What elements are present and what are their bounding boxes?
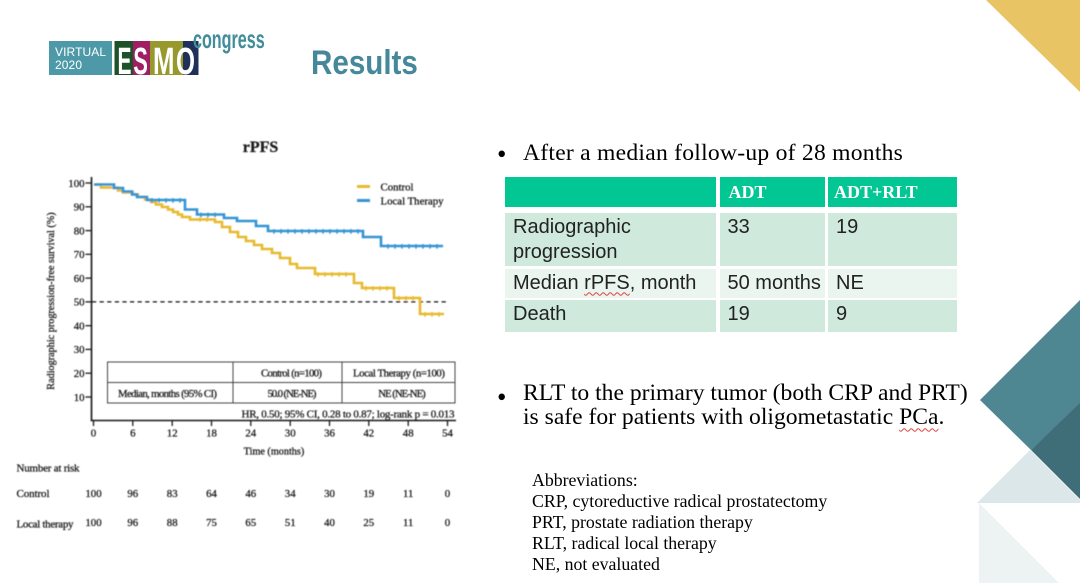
svg-text:48: 48	[403, 428, 414, 440]
svg-text:65: 65	[245, 517, 256, 529]
svg-text:11: 11	[403, 517, 413, 529]
svg-text:Local Therapy (n=100): Local Therapy (n=100)	[353, 367, 445, 379]
svg-text:40: 40	[324, 517, 335, 529]
svg-text:96: 96	[127, 517, 138, 529]
svg-text:Radiographic progression-free: Radiographic progression-free survival (…	[46, 212, 57, 389]
svg-text:20: 20	[74, 368, 85, 380]
svg-text:NE (NE-NE): NE (NE-NE)	[378, 388, 426, 400]
svg-text:100: 100	[85, 517, 101, 529]
svg-text:Local Therapy: Local Therapy	[381, 196, 445, 208]
svg-text:24: 24	[245, 428, 256, 440]
svg-text:70: 70	[74, 249, 85, 261]
svg-text:36: 36	[324, 428, 335, 440]
svg-text:75: 75	[206, 517, 217, 529]
svg-text:46: 46	[245, 488, 256, 500]
svg-text:Local therapy: Local therapy	[17, 518, 75, 530]
svg-text:54: 54	[442, 428, 453, 440]
svg-text:30: 30	[285, 428, 296, 440]
svg-text:Control (n=100): Control (n=100)	[261, 367, 322, 379]
svg-text:96: 96	[127, 488, 138, 500]
svg-text:M: M	[153, 41, 175, 81]
svg-text:42: 42	[363, 428, 374, 440]
svg-text:Control: Control	[17, 488, 50, 500]
svg-text:30: 30	[324, 488, 335, 500]
svg-text:12: 12	[167, 428, 178, 440]
svg-text:0: 0	[445, 517, 450, 529]
svg-text:10: 10	[74, 392, 85, 404]
svg-text:Time (months): Time (months)	[244, 447, 304, 458]
svg-text:0: 0	[91, 428, 96, 440]
svg-text:18: 18	[206, 428, 217, 440]
svg-text:90: 90	[74, 202, 85, 214]
svg-text:HR, 0.50; 95% CI, 0.28 to 0.87: HR, 0.50; 95% CI, 0.28 to 0.87; log-rank…	[242, 409, 456, 421]
svg-text:O: O	[176, 41, 195, 81]
svg-text:Control: Control	[381, 182, 414, 194]
svg-text:50: 50	[74, 297, 85, 309]
svg-text:rPFS: rPFS	[243, 139, 279, 156]
svg-text:Number at risk: Number at risk	[17, 463, 81, 475]
svg-text:6: 6	[130, 428, 136, 440]
svg-text:83: 83	[167, 488, 178, 500]
svg-text:30: 30	[74, 344, 85, 356]
svg-text:S: S	[133, 41, 148, 81]
svg-text:51: 51	[285, 517, 296, 529]
svg-text:E: E	[118, 41, 132, 81]
svg-text:50.0 (NE-NE): 50.0 (NE-NE)	[268, 388, 317, 400]
svg-text:19: 19	[363, 488, 374, 500]
svg-text:0: 0	[445, 488, 450, 500]
svg-text:11: 11	[403, 488, 413, 500]
svg-text:80: 80	[74, 225, 85, 237]
svg-text:88: 88	[167, 517, 178, 529]
svg-text:34: 34	[285, 488, 296, 500]
svg-text:60: 60	[74, 273, 85, 285]
svg-text:64: 64	[206, 488, 217, 500]
svg-text:40: 40	[74, 321, 85, 333]
svg-text:25: 25	[363, 517, 374, 529]
svg-text:100: 100	[68, 178, 84, 190]
svg-text:Median, months (95% CI): Median, months (95% CI)	[118, 388, 217, 400]
svg-text:100: 100	[85, 488, 101, 500]
